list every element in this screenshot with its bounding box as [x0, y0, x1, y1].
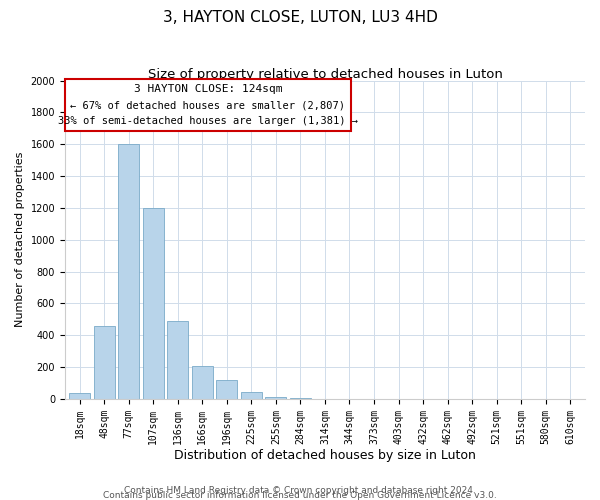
Bar: [290, 398, 311, 399]
FancyBboxPatch shape: [65, 79, 351, 132]
Title: Size of property relative to detached houses in Luton: Size of property relative to detached ho…: [148, 68, 502, 80]
Bar: [167, 321, 188, 399]
Bar: [217, 380, 237, 399]
Bar: [118, 144, 139, 399]
Y-axis label: Number of detached properties: Number of detached properties: [15, 152, 25, 328]
Bar: [94, 326, 115, 399]
Text: Contains HM Land Registry data © Crown copyright and database right 2024.: Contains HM Land Registry data © Crown c…: [124, 486, 476, 495]
Text: Contains public sector information licensed under the Open Government Licence v3: Contains public sector information licen…: [103, 490, 497, 500]
Text: ← 67% of detached houses are smaller (2,807): ← 67% of detached houses are smaller (2,…: [70, 100, 346, 110]
Bar: [265, 396, 286, 399]
X-axis label: Distribution of detached houses by size in Luton: Distribution of detached houses by size …: [174, 450, 476, 462]
Bar: [192, 366, 213, 399]
Bar: [143, 208, 164, 399]
Text: 33% of semi-detached houses are larger (1,381) →: 33% of semi-detached houses are larger (…: [58, 116, 358, 126]
Bar: [241, 392, 262, 399]
Text: 3 HAYTON CLOSE: 124sqm: 3 HAYTON CLOSE: 124sqm: [134, 84, 282, 94]
Bar: [69, 394, 90, 399]
Text: 3, HAYTON CLOSE, LUTON, LU3 4HD: 3, HAYTON CLOSE, LUTON, LU3 4HD: [163, 10, 437, 25]
